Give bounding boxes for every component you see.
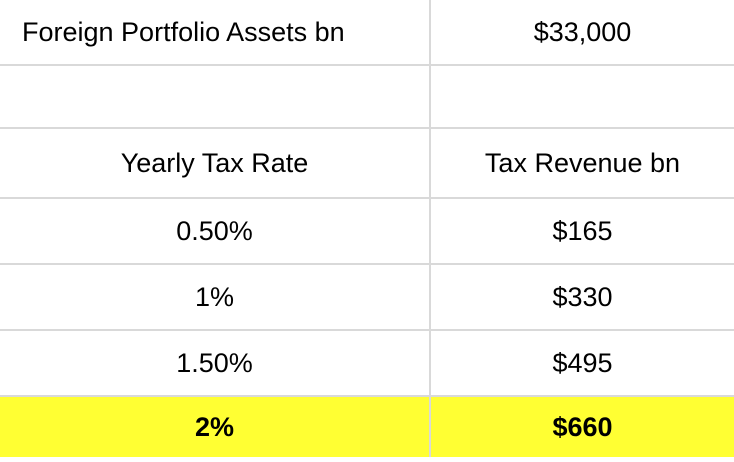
revenue-cell[interactable]: $495: [429, 329, 734, 397]
revenue-cell[interactable]: $330: [429, 263, 734, 331]
assets-value-cell[interactable]: $33,000: [429, 0, 734, 66]
blank-cell[interactable]: [0, 64, 431, 129]
highlighted-row: 2% $660: [0, 395, 734, 457]
revenue-cell[interactable]: $165: [429, 197, 734, 265]
table-row: 0.50% $165: [0, 197, 734, 265]
revenue-header-cell[interactable]: Tax Revenue bn: [429, 127, 734, 199]
assets-row: Foreign Portfolio Assets bn $33,000: [0, 0, 734, 66]
rate-header-cell[interactable]: Yearly Tax Rate: [0, 127, 431, 199]
rate-cell[interactable]: 1.50%: [0, 329, 431, 397]
highlighted-revenue-cell[interactable]: $660: [429, 395, 734, 457]
header-row: Yearly Tax Rate Tax Revenue bn: [0, 127, 734, 199]
assets-label-cell[interactable]: Foreign Portfolio Assets bn: [0, 0, 431, 66]
table-row: 1% $330: [0, 263, 734, 331]
rate-cell[interactable]: 1%: [0, 263, 431, 331]
blank-row: [0, 64, 734, 129]
rate-cell[interactable]: 0.50%: [0, 197, 431, 265]
table-row: 1.50% $495: [0, 329, 734, 397]
highlighted-rate-cell[interactable]: 2%: [0, 395, 431, 457]
blank-cell[interactable]: [429, 64, 734, 129]
